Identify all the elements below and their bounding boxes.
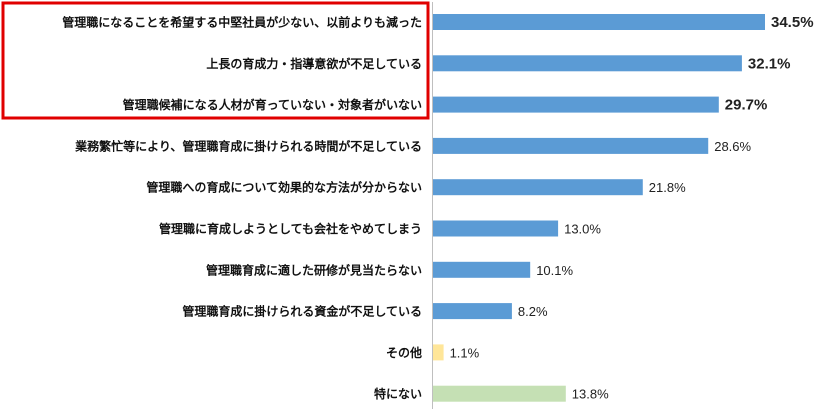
highlight-box [1,1,430,120]
value-label: 28.6% [714,139,751,154]
bar [433,385,566,402]
value-label: 1.1% [450,345,480,360]
category-label: 上長の育成力・指導意欲が不足している [206,56,422,71]
bar [433,303,512,320]
bar [433,137,709,154]
value-label: 34.5% [771,14,814,31]
bar [433,179,643,196]
category-label: 管理職候補になる人材が育っていない・対象者がいない [123,97,422,112]
value-label: 13.0% [564,222,601,237]
bar [433,55,742,72]
value-label: 10.1% [536,263,573,278]
category-label: 管理職育成に適した研修が見当たらない [206,262,422,277]
bar [433,96,719,113]
value-label: 13.8% [572,387,609,402]
bar [433,14,765,30]
category-label: 管理職に育成しようとしても会社をやめてしまう [159,221,422,236]
bar [433,261,531,278]
value-label: 32.1% [748,55,791,72]
category-label: 管理職への育成について効果的な方法が分からない [146,180,422,195]
category-label: 特にない [374,386,422,401]
value-label: 21.8% [649,180,686,195]
bar [433,344,444,361]
value-label: 8.2% [518,304,548,319]
category-label: 業務繁忙等により、管理職育成に掛けられる時間が不足している [74,138,422,153]
category-label: 管理職育成に掛けられる資金が不足している [182,304,422,319]
bar [433,220,559,237]
value-label: 29.7% [725,97,768,114]
category-label: 管理職になることを希望する中堅社員が少ない、以前よりも減った [62,15,422,30]
category-label: その他 [386,345,422,360]
